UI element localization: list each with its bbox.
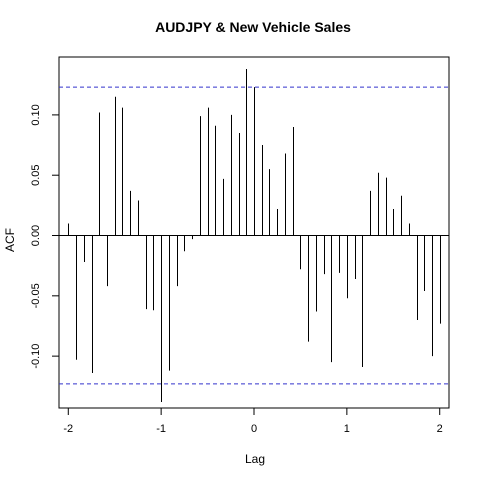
y-tick-label: 0.05 (30, 164, 42, 185)
x-tick-label: 2 (437, 423, 443, 435)
x-tick-label: -2 (63, 423, 73, 435)
chart-title: AUDJPY & New Vehicle Sales (155, 19, 351, 35)
x-tick-label: -1 (156, 423, 166, 435)
acf-bars (68, 69, 441, 402)
y-tick-label: -0.10 (30, 344, 42, 369)
y-tick-label: -0.05 (30, 283, 42, 308)
x-tick-label: 0 (251, 423, 257, 435)
x-tick-label: 1 (344, 423, 350, 435)
y-axis: -0.10 -0.05 0.00 0.05 0.10 (30, 104, 60, 369)
x-axis-label: Lag (245, 452, 265, 466)
confidence-bounds (59, 86, 449, 385)
y-tick-label: 0.10 (30, 104, 42, 125)
y-axis-label: ACF (3, 228, 17, 252)
x-axis: -2 -1 0 1 2 (63, 407, 443, 435)
y-tick-label: 0.00 (30, 225, 42, 246)
